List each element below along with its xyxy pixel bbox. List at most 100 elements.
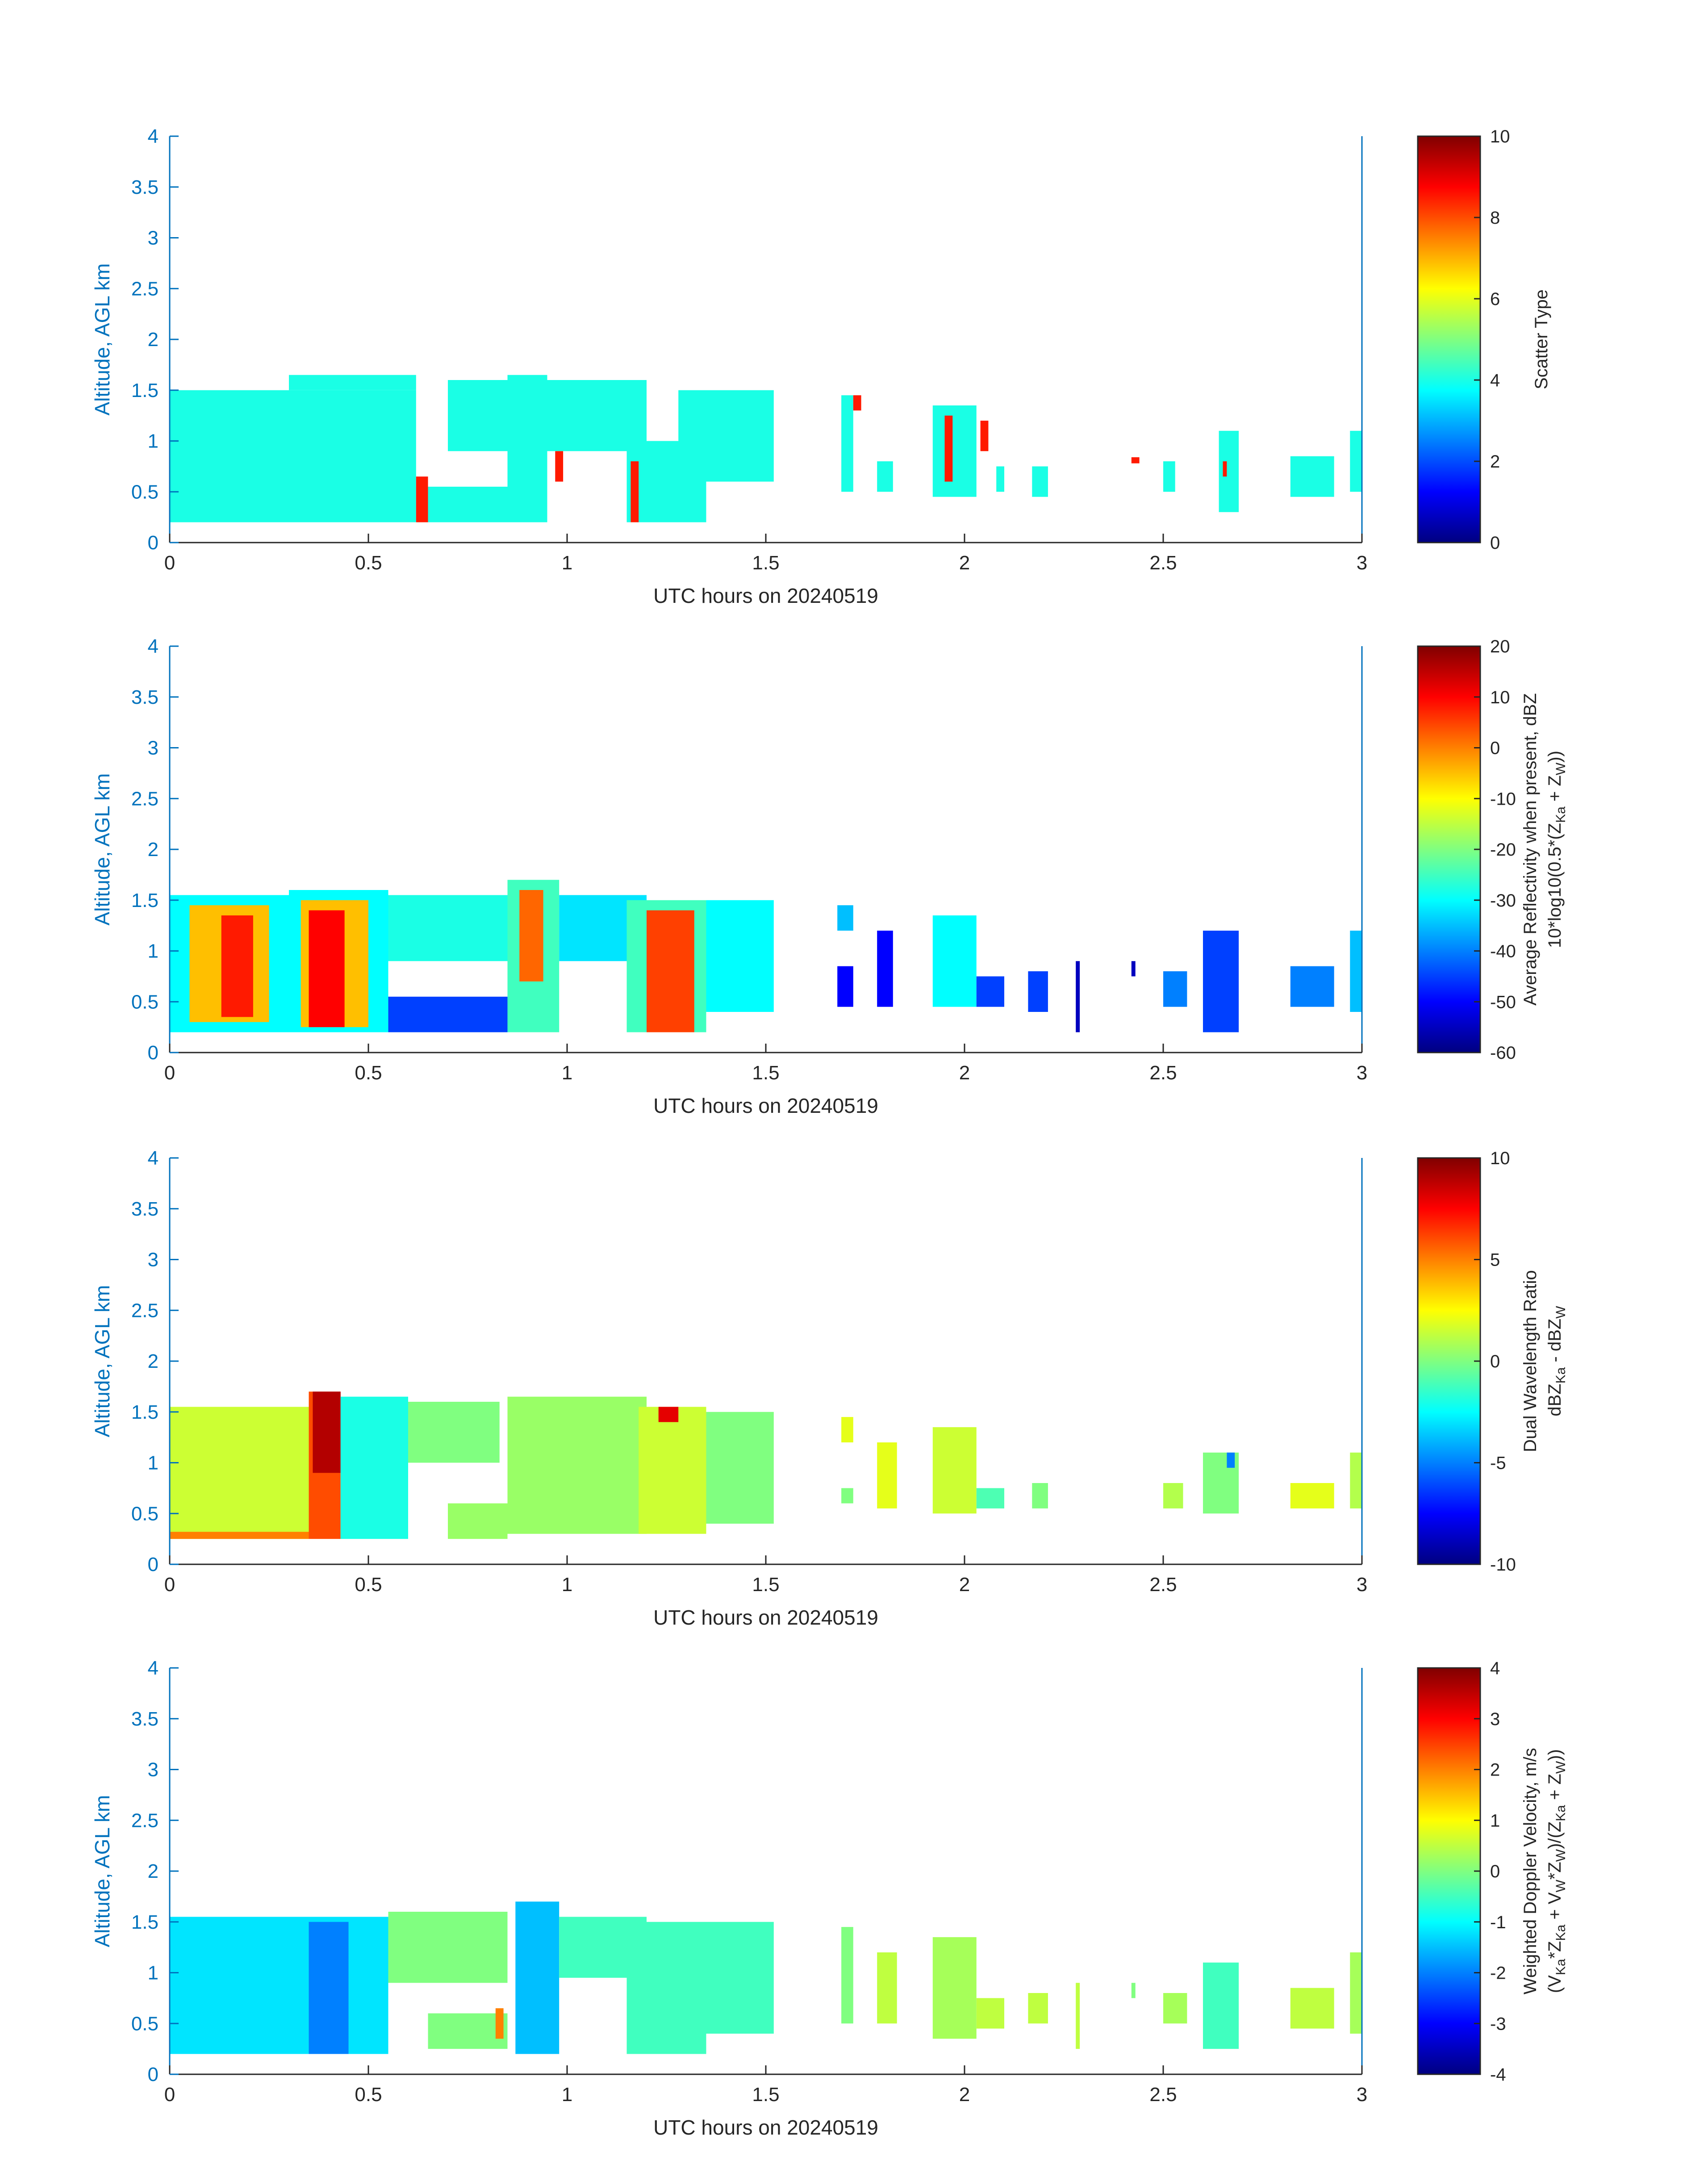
data-region xyxy=(388,895,508,961)
y-tick-label: 3.5 xyxy=(131,1708,159,1730)
data-region xyxy=(706,1412,774,1524)
data-region xyxy=(944,415,953,482)
panel-dual-wavelength-ratio: 0 0.5 1 1.5 2 2.5 3 0 0.5 1 1.5 2 2.5 3 3.5 4 UTC hours … xyxy=(91,1147,1568,1629)
colorbar-label-subscript: W xyxy=(1553,1761,1568,1774)
data-region xyxy=(1131,457,1140,464)
y-tick-label: 2 xyxy=(148,839,159,861)
data-region xyxy=(1290,1483,1334,1508)
data-region xyxy=(1350,1452,1362,1508)
y-tick-label: 1.5 xyxy=(131,1401,159,1423)
data-region xyxy=(932,405,977,497)
y-tick-label: 1.5 xyxy=(131,380,159,401)
colorbar-label-subscript: W xyxy=(1553,1849,1568,1862)
colorbar-tick-label: 20 xyxy=(1490,637,1510,656)
y-tick-label: 3.5 xyxy=(131,1198,159,1220)
colorbar-tick-label: -10 xyxy=(1490,789,1516,809)
colorbar-tick-label: -20 xyxy=(1490,840,1516,860)
data-region xyxy=(448,1503,508,1539)
data-region xyxy=(507,375,547,522)
data-region xyxy=(1203,931,1239,1032)
colorbar-tick-label: 0 xyxy=(1490,533,1500,553)
panel-scatter-type: 0 0.5 1 1.5 2 2.5 3 0 0.5 1 1.5 2 2.5 3 3.5 4 UTC hours … xyxy=(91,125,1551,607)
x-tick-label: 1 xyxy=(562,552,572,574)
x-tick-label: 0.5 xyxy=(355,2084,382,2106)
colorbar-label-segment: - dBZ xyxy=(1545,1319,1565,1367)
y-tick-label: 0.5 xyxy=(131,2013,159,2035)
colorbar-tick-label: -5 xyxy=(1490,1454,1506,1473)
data-region xyxy=(678,390,774,482)
colorbar-tick-label: -2 xyxy=(1490,1964,1506,1983)
data-region xyxy=(837,905,853,931)
data-region xyxy=(976,976,1004,1007)
colorbar-tick-label: 2 xyxy=(1490,1760,1500,1780)
data-region xyxy=(309,910,345,1028)
data-region xyxy=(1223,461,1227,477)
data-region xyxy=(1076,1983,1080,2049)
data-region xyxy=(996,466,1004,492)
x-tick-label: 2 xyxy=(959,552,970,574)
colorbar-label-segment: + Z xyxy=(1545,1774,1565,1805)
colorbar xyxy=(1417,1667,1481,2075)
y-tick-label: 4 xyxy=(148,635,159,657)
x-tick-label: 2 xyxy=(959,1062,970,1084)
y-tick-label: 3 xyxy=(148,227,159,249)
y-tick-label: 0.5 xyxy=(131,481,159,503)
y-tick-label: 1 xyxy=(148,430,159,452)
colorbar-label-subscript: Ka xyxy=(1553,1924,1568,1941)
colorbar-tick-label: 4 xyxy=(1490,371,1500,390)
data-region xyxy=(976,1488,1004,1508)
data-region xyxy=(1350,430,1362,492)
colorbar-tick-label: 2 xyxy=(1490,452,1500,472)
colorbar-label-segment: *Z xyxy=(1545,1862,1565,1880)
x-tick-label: 3 xyxy=(1357,1062,1367,1084)
colorbar-tick-label: 4 xyxy=(1490,1659,1500,1678)
data-region xyxy=(495,2008,504,2039)
data-region xyxy=(841,1488,853,1504)
data-region xyxy=(877,461,893,492)
x-tick-label: 1.5 xyxy=(752,1062,779,1084)
colorbar-tick-label: 0 xyxy=(1490,1862,1500,1881)
data-region xyxy=(1163,1483,1183,1508)
data-region xyxy=(519,890,543,982)
y-tick-label: 0 xyxy=(148,1554,159,1575)
y-tick-label: 2 xyxy=(148,329,159,351)
y-tick-label: 4 xyxy=(148,125,159,147)
data-region xyxy=(416,476,428,522)
y-tick-label: 0.5 xyxy=(131,991,159,1013)
y-tick-label: 2 xyxy=(148,1860,159,1882)
data-region xyxy=(932,1937,977,2039)
data-region xyxy=(1219,430,1239,512)
colorbar-label-segment: dBZ xyxy=(1545,1383,1565,1416)
data-region xyxy=(1350,931,1362,1012)
data-region xyxy=(647,910,694,1032)
x-tick-label: 3 xyxy=(1357,552,1367,574)
data-region xyxy=(1163,971,1187,1007)
data-region xyxy=(1350,1952,1362,2034)
y-axis-label: Altitude, AGL km xyxy=(91,1285,114,1437)
colorbar-tick-label: -50 xyxy=(1490,992,1516,1012)
colorbar-label: Dual Wavelength Ratio dBZKa - dBZW xyxy=(1520,1270,1568,1452)
x-tick-label: 2 xyxy=(959,1574,970,1596)
data-region xyxy=(1131,1983,1136,1998)
data-region xyxy=(388,1912,508,1983)
colorbar-label-segment: )/(Z xyxy=(1545,1822,1565,1849)
colorbar-label-segment: (V xyxy=(1545,1975,1565,1993)
y-tick-label: 3.5 xyxy=(131,176,159,198)
x-axis-label: UTC hours on 20240519 xyxy=(653,584,878,607)
data-region xyxy=(313,1391,341,1473)
data-region xyxy=(1032,1483,1048,1508)
data-region xyxy=(309,1922,349,2054)
colorbar-label-segment: *Z xyxy=(1545,1941,1565,1959)
colorbar-label-subscript: W xyxy=(1553,1879,1568,1892)
y-tick-label: 1 xyxy=(148,1452,159,1474)
x-tick-label: 0 xyxy=(164,1574,175,1596)
data-region xyxy=(1227,1452,1235,1468)
colorbar-tick-label: 1 xyxy=(1490,1811,1500,1830)
data-region xyxy=(1076,961,1080,1032)
data-region xyxy=(932,1427,977,1514)
data-region xyxy=(980,421,989,451)
data-region xyxy=(1290,456,1334,497)
data-region xyxy=(515,1901,560,2054)
y-tick-label: 4 xyxy=(148,1147,159,1169)
x-axis-label: UTC hours on 20240519 xyxy=(653,1094,878,1117)
